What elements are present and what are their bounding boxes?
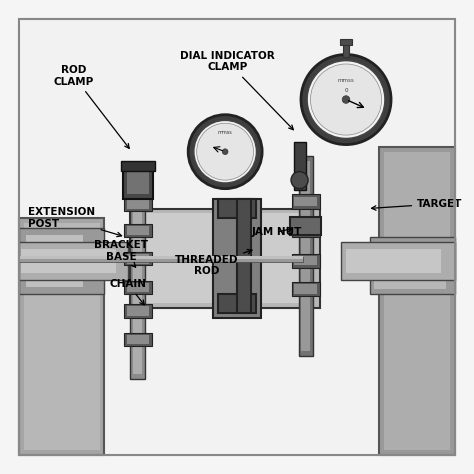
Bar [290, 217, 321, 235]
Text: ROD
CLAMP: ROD CLAMP [54, 65, 129, 148]
Circle shape [197, 123, 254, 180]
Bar [133, 194, 142, 374]
Bar [124, 224, 152, 237]
Bar [294, 197, 317, 206]
Bar [130, 209, 225, 308]
Text: mmss: mmss [337, 78, 355, 83]
Bar [292, 254, 320, 268]
Bar [124, 333, 152, 346]
Bar [301, 161, 310, 351]
Bar [130, 190, 145, 379]
Bar [384, 152, 450, 450]
Circle shape [222, 149, 228, 155]
Bar [19, 242, 128, 280]
Bar [124, 304, 152, 318]
Bar [127, 283, 149, 292]
Bar [124, 281, 152, 294]
Bar [127, 335, 149, 344]
Text: THREADED
ROD: THREADED ROD [174, 249, 252, 276]
Bar [26, 235, 83, 287]
Text: BRACKET
BASE: BRACKET BASE [94, 240, 148, 267]
Bar [292, 223, 320, 237]
Bar [346, 249, 441, 273]
Bar [370, 237, 455, 294]
Bar [292, 194, 320, 209]
Bar [343, 43, 349, 57]
Bar [230, 213, 310, 303]
Bar [19, 257, 303, 262]
Circle shape [301, 55, 391, 145]
Circle shape [194, 120, 256, 183]
Bar [21, 249, 116, 273]
Bar [292, 282, 320, 296]
Text: mmss: mmss [218, 130, 233, 135]
Bar [127, 254, 149, 264]
Bar [340, 39, 352, 45]
Circle shape [291, 172, 308, 189]
Bar [135, 213, 216, 303]
Bar [127, 172, 149, 194]
Circle shape [307, 61, 385, 138]
Bar [127, 200, 149, 209]
Bar [374, 242, 446, 289]
Text: EXTENSION
POST: EXTENSION POST [28, 207, 122, 237]
Bar [294, 142, 306, 190]
Text: 0: 0 [344, 88, 348, 92]
Text: DIAL INDICATOR
CLAMP: DIAL INDICATOR CLAMP [180, 51, 293, 130]
Bar [127, 226, 149, 235]
Text: JAM NUT: JAM NUT [251, 227, 301, 237]
Circle shape [188, 115, 262, 189]
Bar [24, 223, 100, 450]
Bar [294, 284, 317, 294]
Bar [19, 256, 303, 259]
Circle shape [342, 96, 350, 103]
Bar [121, 161, 155, 171]
Bar [213, 199, 261, 318]
Bar [225, 209, 320, 308]
Bar [19, 228, 104, 294]
Bar [124, 198, 152, 211]
Bar [123, 168, 153, 199]
Circle shape [310, 64, 382, 135]
Bar [294, 256, 317, 265]
Text: CHAIN: CHAIN [109, 279, 146, 305]
Bar [299, 156, 313, 356]
Text: TARGET: TARGET [372, 199, 463, 210]
Bar [19, 218, 104, 455]
Bar [218, 294, 256, 313]
Bar [124, 252, 152, 265]
Bar [218, 199, 256, 218]
Bar [294, 225, 317, 235]
Bar [237, 199, 251, 313]
Bar [127, 306, 149, 316]
Bar [379, 147, 455, 455]
Bar [341, 242, 455, 280]
